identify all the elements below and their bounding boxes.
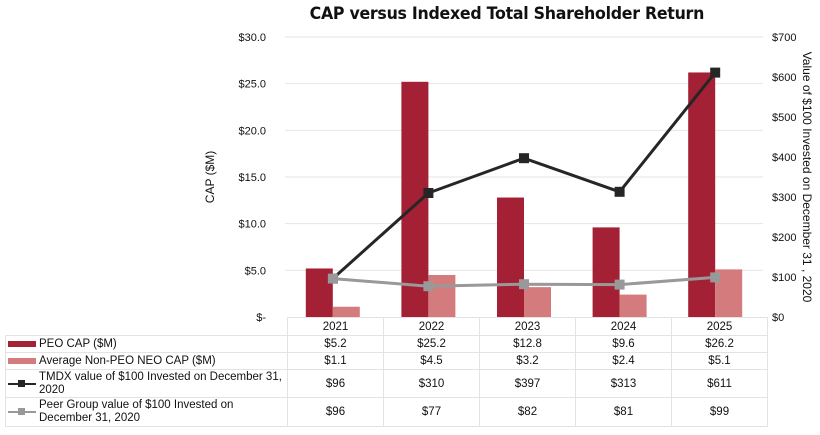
legend-item-neo-cap: Average Non-PEO NEO CAP ($M): [5, 352, 288, 370]
data-label: $82: [479, 397, 576, 427]
right-tick-label: $0: [772, 312, 784, 324]
peer-line-marker-icon: [8, 407, 36, 417]
tmdx-marker: [423, 188, 434, 198]
left-tick-label: $5.0: [245, 265, 266, 277]
year-cell: 2022: [383, 317, 480, 336]
right-tick-label: $500: [772, 112, 796, 124]
data-label: $397: [479, 369, 576, 398]
peer-marker: [710, 272, 721, 283]
left-tick-label: $25.0: [238, 79, 266, 91]
data-label: $81: [575, 397, 672, 427]
legend-label: TMDX value of $100 Invested on December …: [39, 370, 282, 396]
peer-marker: [614, 279, 625, 290]
data-label: $25.2: [383, 335, 480, 353]
peo-cap-swatch-icon: [8, 341, 36, 347]
data-label: $5.1: [671, 352, 768, 370]
data-label: $96: [287, 369, 384, 398]
right-tick-label: $600: [772, 72, 796, 84]
peer-marker: [519, 279, 529, 290]
tmdx-marker: [710, 67, 721, 78]
tmdx-marker: [614, 186, 625, 197]
right-axis-title: Value of $100 Invested on December 31 , …: [800, 52, 814, 303]
data-label: $2.4: [575, 352, 672, 370]
left-axis-title: CAP ($M): [203, 151, 217, 203]
data-label: $77: [383, 397, 480, 427]
year-cell: 2021: [287, 317, 384, 336]
year-cell: 2025: [671, 317, 768, 336]
neo-cap-swatch-icon: [8, 358, 36, 364]
right-axis-ticks: $0 $100 $200 $300 $400 $500 $600 $700: [772, 32, 796, 324]
data-label: $310: [383, 369, 480, 398]
data-label: $99: [671, 397, 768, 427]
peer-marker: [327, 273, 338, 284]
neo-cap-bar: [332, 306, 360, 317]
year-cell: 2023: [479, 317, 576, 336]
table-row: TMDX value of $100 Invested on December …: [5, 369, 768, 398]
data-label: $3.2: [479, 352, 576, 370]
legend-label: Peer Group value of $100 Invested on Dec…: [39, 399, 234, 424]
table-corner: [5, 317, 288, 336]
data-label: $5.2: [287, 335, 384, 353]
legend-label: Average Non-PEO NEO CAP ($M): [39, 354, 216, 367]
table-row: Average Non-PEO NEO CAP ($M) $1.1 $4.5 $…: [5, 352, 768, 370]
table-row: PEO CAP ($M) $5.2 $25.2 $12.8 $9.6 $26.2: [5, 335, 768, 353]
data-label: $313: [575, 369, 672, 398]
right-tick-label: $400: [772, 152, 796, 164]
left-tick-label: $10.0: [238, 219, 266, 231]
data-label: $96: [287, 397, 384, 427]
data-label: $12.8: [479, 335, 576, 353]
neo-cap-bar: [619, 294, 647, 317]
chart-title: CAP versus Indexed Total Shareholder Ret…: [309, 4, 705, 24]
neo-cap-bar: [524, 287, 551, 317]
legend-item-peer-group: Peer Group value of $100 Invested on Dec…: [5, 397, 288, 427]
table-header-row: 2021 2022 2023 2024 2025: [5, 317, 768, 336]
data-label: $9.6: [575, 335, 672, 353]
legend-item-peo-cap: PEO CAP ($M): [5, 335, 288, 353]
left-tick-label: $20.0: [238, 125, 266, 137]
peo-cap-bar: [592, 227, 620, 317]
legend-item-tmdx: TMDX value of $100 Invested on December …: [5, 369, 288, 398]
peo-cap-bar: [497, 197, 524, 317]
left-tick-label: $15.0: [238, 172, 266, 184]
legend-label: PEO CAP ($M): [39, 337, 117, 350]
right-tick-label: $700: [772, 32, 796, 44]
data-label: $26.2: [671, 335, 768, 353]
peer-marker: [423, 281, 434, 292]
table-row: Peer Group value of $100 Invested on Dec…: [5, 397, 768, 427]
tmdx-marker: [519, 153, 529, 164]
data-label: $1.1: [287, 352, 384, 370]
data-label: $4.5: [383, 352, 480, 370]
year-cell: 2024: [575, 317, 672, 336]
right-tick-label: $200: [772, 232, 796, 244]
lines: [327, 67, 721, 292]
tmdx-line-marker-icon: [8, 379, 36, 389]
left-tick-label: $30.0: [238, 32, 266, 44]
data-label: $611: [671, 369, 768, 398]
data-table: 2021 2022 2023 2024 2025 PEO CAP ($M) $5…: [5, 317, 768, 427]
right-tick-label: $300: [772, 192, 796, 204]
peo-cap-bar: [401, 81, 429, 317]
right-tick-label: $100: [772, 272, 796, 284]
left-axis-ticks: $-$5.0$10.0$15.0$20.0$25.0$30.0: [238, 32, 266, 324]
